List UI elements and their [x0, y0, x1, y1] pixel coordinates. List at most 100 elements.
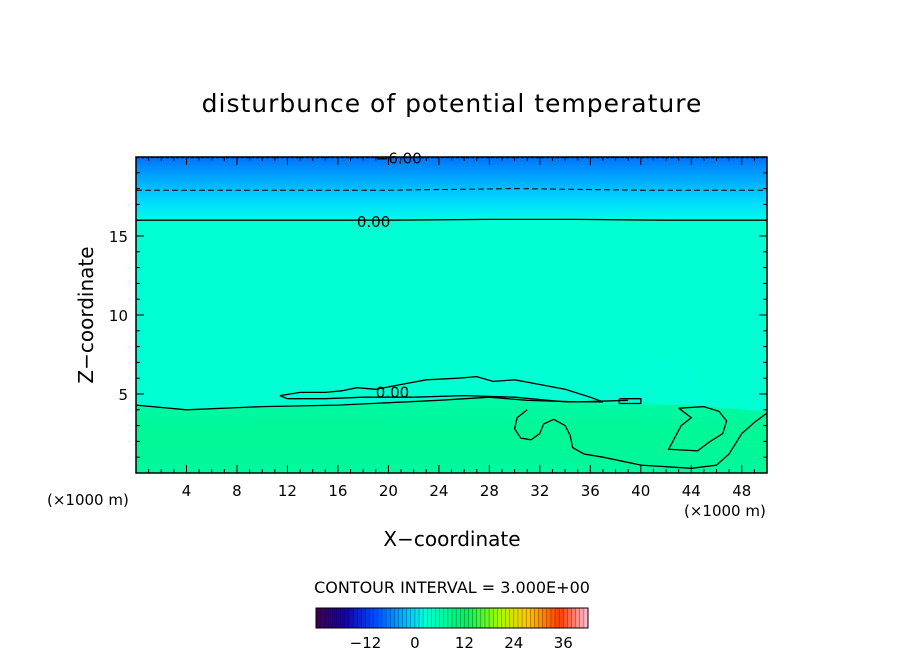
colorbar-cell: [575, 608, 581, 628]
colorbar-cell: [480, 608, 486, 628]
x-tick-label: 12: [278, 482, 297, 500]
x-tick-label: 16: [328, 482, 347, 500]
y-tick-label: 5: [118, 386, 128, 404]
colorbar-cell: [431, 608, 436, 628]
colorbar-tick-label-4: 36: [554, 634, 573, 652]
colorbar-cell: [534, 608, 539, 628]
colorbar-cell: [579, 608, 585, 628]
contour-labels: −6.00 0.00 0.00: [357, 150, 422, 402]
colorbar-cell: [517, 608, 523, 628]
colorbar-cell: [435, 608, 441, 628]
colorbar-cell: [443, 608, 449, 628]
colorbar-cell: [386, 608, 391, 628]
colorbar-cell: [328, 608, 333, 628]
colorbar-cell: [546, 608, 552, 628]
contour-label-2: 0.00: [376, 383, 409, 401]
x-tick-label: 20: [379, 482, 398, 500]
colorbar-cell: [357, 608, 362, 628]
colorbar-cell: [464, 608, 469, 628]
upper-band: [136, 157, 767, 217]
colorbar-frame: [315, 607, 589, 629]
colorbar-cell: [394, 608, 399, 628]
colorbar-tick-label-0: −12: [350, 634, 382, 652]
colorbar-cell: [563, 608, 568, 628]
plot-area: [136, 157, 767, 473]
x-tick-label: 28: [480, 482, 499, 500]
colorbar-cell: [456, 608, 461, 628]
colorbar-cell: [316, 608, 321, 628]
contour-label-0: −6.00: [376, 150, 422, 168]
x-tick-label: 4: [182, 482, 192, 500]
contour-interval-label: CONTOUR INTERVAL = 3.000E+00: [314, 578, 590, 597]
colorbar-tick-label-3: 24: [504, 634, 523, 652]
colorbar-cell: [555, 608, 560, 628]
colorbar-cell: [373, 608, 379, 628]
contour-label-1: 0.00: [357, 213, 390, 231]
warm-pocket: [598, 356, 706, 405]
y-axis-label: Z−coordinate: [74, 246, 98, 383]
colorbar-cell: [320, 608, 325, 628]
colorbar-cell: [324, 608, 329, 628]
colorbar-cell: [390, 608, 395, 628]
x-tick-label: 48: [732, 482, 751, 500]
y-axis: 5 10 15: [109, 172, 767, 458]
colorbar-cell: [538, 608, 544, 628]
colorbar-cell: [571, 608, 577, 628]
colorbar-cell: [377, 608, 383, 628]
x-axis-label: X−coordinate: [383, 527, 520, 551]
colorbar-cell: [381, 608, 387, 628]
colorbar-cell: [410, 608, 416, 628]
x-tick-label: 44: [682, 482, 701, 500]
colorbar-cell: [526, 608, 531, 628]
colorbar-cell: [472, 608, 478, 628]
colorbar-cell: [583, 608, 589, 628]
colorbar-tick-label-2: 12: [455, 634, 474, 652]
colorbar-cell: [542, 608, 548, 628]
colorbar-cell: [402, 608, 408, 628]
x-axis: 4 8 12 16 20 24 28 32 36 40 44 48: [148, 157, 755, 500]
contour-line-7: [667, 405, 728, 452]
colorbar-cell: [530, 608, 535, 628]
x-tick-label: 8: [232, 482, 242, 500]
colorbar-tick-labels: −12 0 12 24 36: [350, 634, 573, 652]
colorbar-cell: [567, 608, 572, 628]
contour-line-0: [136, 218, 767, 221]
colorbar-cell: [340, 608, 346, 628]
colorbar-cell: [509, 608, 515, 628]
colorbar-cell: [344, 608, 350, 628]
contour-line-5: [618, 398, 642, 405]
colorbar-cell: [501, 608, 506, 628]
colorbar-cell: [447, 608, 453, 628]
colorbar-cell: [493, 608, 498, 628]
colorbar-cell: [452, 608, 457, 628]
colorbar-cell: [497, 608, 502, 628]
contour-line-4: [279, 375, 604, 403]
contour-lines: [136, 157, 767, 469]
x-tick-label: 36: [581, 482, 600, 500]
colorbar-cell: [427, 608, 432, 628]
x-tick-label: 40: [631, 482, 650, 500]
colorbar-cell: [484, 608, 490, 628]
colorbar-cell: [513, 608, 519, 628]
x-unit-left: (×1000 m): [47, 491, 129, 509]
contour-line-1: [136, 188, 767, 191]
colorbar-cell: [348, 608, 354, 628]
colorbar-cell: [550, 608, 556, 628]
colorbar-cell: [353, 608, 358, 628]
colorbar-cell: [522, 608, 527, 628]
colorbar-cell: [559, 608, 564, 628]
colorbar-cell: [414, 608, 420, 628]
y-tick-label: 15: [109, 228, 128, 246]
colorbar-cell: [398, 608, 403, 628]
colorbar-cell: [361, 608, 366, 628]
colorbar-cell: [336, 608, 342, 628]
colorbar-cell: [332, 608, 337, 628]
colorbar-cell: [476, 608, 482, 628]
colorbar-cell: [505, 608, 511, 628]
colorbar-cell: [419, 608, 424, 628]
colorbar-tick-label-1: 0: [410, 634, 420, 652]
colorbar-cell: [489, 608, 494, 628]
colorbar-cell: [439, 608, 445, 628]
lower-layer: [136, 397, 767, 473]
